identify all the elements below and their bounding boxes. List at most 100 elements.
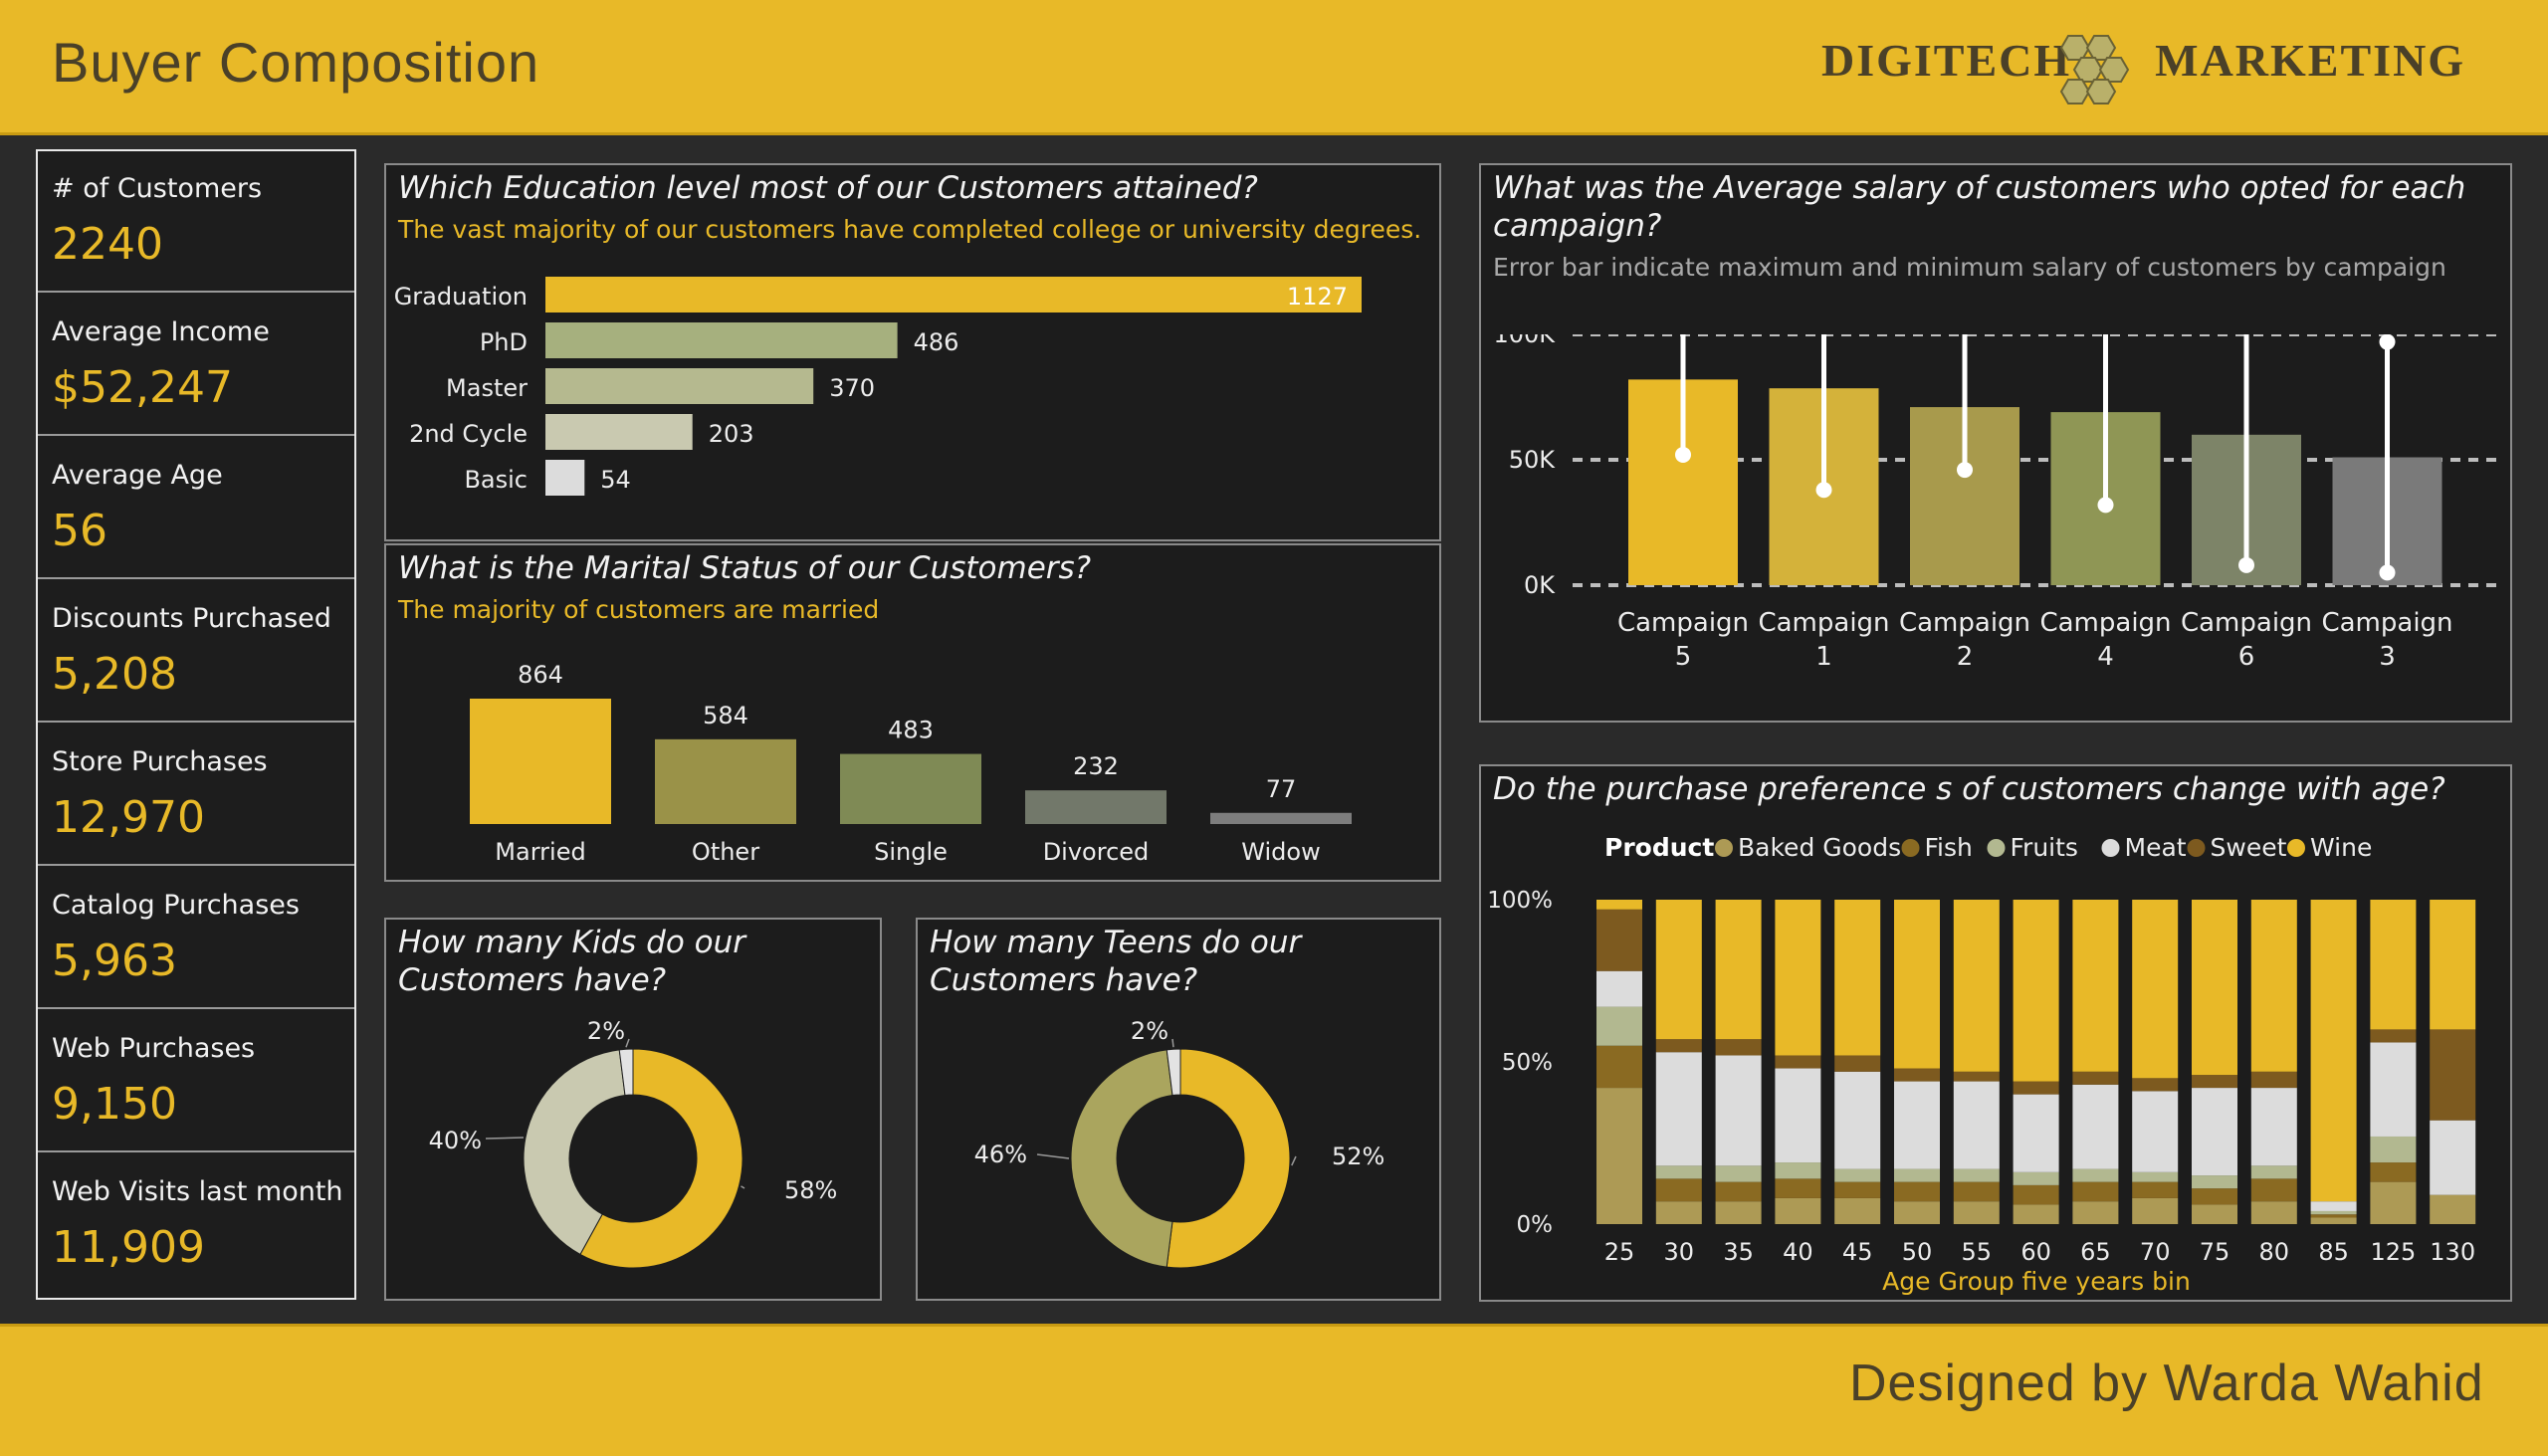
stacked-segment [1716,1201,1762,1224]
bar-category-label: Master [446,374,528,402]
stacked-segment [1775,1162,1820,1178]
stacked-segment [1834,1198,1880,1224]
stacked-segment [1834,1072,1880,1169]
salary-chart: 0K50K100KCampaign5Campaign1Campaign2Camp… [1481,334,2510,718]
stacked-segment [2192,1088,2237,1175]
x-tick-label-line1: Campaign [1899,608,2030,638]
stacked-segment [1954,900,2000,1072]
x-tick-label-line2: 5 [1675,642,1692,672]
error-min-marker [2238,557,2254,573]
stacked-segment [2192,900,2237,1075]
age-preference-title: Do the purchase preference s of customer… [1493,770,2445,808]
education-subtitle: The vast majority of our customers have … [398,215,1421,244]
legend-item-label: Meat [2125,833,2187,862]
donut-slice [1071,1050,1172,1267]
legend-marker [2287,839,2305,857]
bar [1210,813,1352,824]
kpi-label: Catalog Purchases [52,890,300,921]
stacked-segment [2251,900,2297,1072]
stacked-segment [1656,1165,1702,1178]
bar [655,739,796,824]
stacked-segment [2251,1072,2297,1088]
brand-part-2: MARKETING [2155,35,2465,86]
kpi-card-catalog: Catalog Purchases 5,963 [38,868,354,1009]
bar [545,322,898,358]
x-tick-label-line2: 3 [2379,642,2396,672]
donut-label: 52% [1332,1143,1384,1170]
stacked-segment [2251,1165,2297,1178]
x-tick-label-line2: 6 [2238,642,2255,672]
kpi-value: 9,150 [52,1079,177,1130]
error-min-marker [1675,447,1691,463]
kids-panel: How many Kids do our Customers have? 58%… [384,918,882,1301]
bar [545,460,584,496]
kpi-card-age: Average Age 56 [38,438,354,579]
teens-panel: How many Teens do our Customers have? 52… [916,918,1441,1301]
error-max-marker [2380,334,2396,350]
stacked-segment [2072,900,2118,1072]
y-tick-label: 50% [1502,1050,1553,1076]
stacked-segment [2430,900,2475,1029]
x-tick-label-line1: Campaign [1758,608,1889,638]
stacked-segment [1716,1055,1762,1165]
x-tick-label: 130 [2430,1238,2475,1266]
stacked-segment [2132,1091,2178,1172]
x-tick-label: 65 [2080,1238,2111,1266]
stacked-segment [2370,1137,2416,1162]
kpi-label: # of Customers [52,173,262,204]
bar-category-label: Married [495,838,585,866]
x-tick-label-line1: Campaign [2321,608,2452,638]
stacked-segment [2251,1088,2297,1165]
leader-line [486,1138,524,1139]
stacked-segment [2072,1085,2118,1169]
stacked-segment [1954,1201,2000,1224]
bar-value-label: 203 [709,420,754,448]
x-axis-label: Age Group five years bin [1882,1267,2191,1296]
bar [545,414,693,450]
leader-line [1172,1039,1173,1047]
stacked-segment [1954,1182,2000,1202]
stacked-segment [2132,1172,2178,1182]
y-tick-label: 100K [1493,334,1556,348]
x-tick-label-line2: 1 [1815,642,1832,672]
bar-category-label: Single [874,838,948,866]
x-tick-label: 30 [1664,1238,1695,1266]
stacked-segment [1775,1198,1820,1224]
stacked-segment [2192,1175,2237,1188]
marital-panel: What is the Marital Status of our Custom… [384,543,1441,882]
bar-value-label: 584 [703,702,748,729]
kpi-label: Average Income [52,316,270,347]
bar-category-label: Divorced [1043,838,1150,866]
stacked-segment [2311,1214,2357,1217]
x-tick-label: 125 [2370,1238,2416,1266]
teens-donut: 52%46%2% [918,1009,1439,1298]
kpi-label: Web Purchases [52,1033,255,1064]
error-min-marker [2380,564,2396,580]
bar-value-label: 54 [600,466,631,494]
stacked-segment [2014,900,2059,1082]
bar-category-label: 2nd Cycle [409,420,528,448]
stacked-segment [1716,1039,1762,1055]
x-tick-label-line1: Campaign [1617,608,1749,638]
x-tick-label-line1: Campaign [2039,608,2171,638]
marital-title: What is the Marital Status of our Custom… [398,549,1091,587]
kpi-label: Discounts Purchased [52,603,331,634]
stacked-segment [1894,1169,1940,1182]
legend-title: Product [1604,833,1714,862]
error-min-marker [1957,462,1973,478]
stacked-segment [1775,1178,1820,1198]
x-tick-label: 55 [1962,1238,1993,1266]
salary-subtitle: Error bar indicate maximum and minimum s… [1493,253,2446,282]
stacked-segment [2311,900,2357,1201]
y-tick-label: 0% [1517,1212,1554,1238]
x-tick-label-line2: 4 [2097,642,2114,672]
legend-marker [2188,839,2206,857]
stacked-segment [1954,1169,2000,1182]
donut-label: 58% [784,1176,837,1204]
y-tick-label: 100% [1487,888,1553,914]
stacked-segment [1596,900,1642,910]
x-tick-label: 80 [2259,1238,2290,1266]
kpi-value: 56 [52,506,107,556]
